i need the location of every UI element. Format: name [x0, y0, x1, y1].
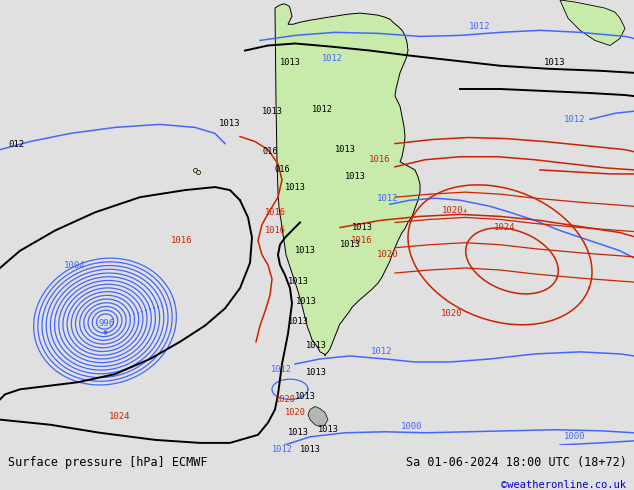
Text: 1020₄: 1020₄	[441, 206, 469, 215]
Text: 1013: 1013	[544, 58, 566, 67]
Text: 1013: 1013	[339, 240, 361, 249]
Text: 1013: 1013	[295, 297, 316, 306]
Text: 1013: 1013	[351, 223, 373, 232]
Text: 1013: 1013	[306, 342, 327, 350]
Text: 1013: 1013	[306, 368, 327, 377]
Text: 1012: 1012	[469, 22, 491, 31]
Text: 1012: 1012	[321, 54, 342, 63]
Text: 1024: 1024	[109, 412, 131, 421]
Text: 1012: 1012	[271, 365, 292, 373]
Text: 016: 016	[274, 166, 290, 174]
Text: 1013: 1013	[280, 58, 301, 67]
Text: 1000: 1000	[401, 422, 423, 431]
Text: Sa 01-06-2024 18:00 UTC (18+72): Sa 01-06-2024 18:00 UTC (18+72)	[406, 456, 626, 468]
Text: 1012: 1012	[377, 194, 399, 203]
Text: 1013: 1013	[287, 428, 309, 437]
Text: 996: 996	[99, 319, 115, 328]
Text: 1012: 1012	[564, 115, 586, 124]
Text: 1012: 1012	[372, 347, 392, 356]
Text: 1013: 1013	[335, 145, 356, 154]
Polygon shape	[560, 0, 625, 46]
Polygon shape	[308, 407, 328, 427]
Text: 1012: 1012	[311, 105, 332, 114]
Text: 1013: 1013	[285, 183, 306, 192]
Text: 1016: 1016	[369, 155, 391, 164]
Text: 1024: 1024	[495, 223, 515, 232]
Text: 1013: 1013	[261, 107, 283, 116]
Text: 1016: 1016	[264, 226, 285, 235]
Text: 1013: 1013	[318, 425, 339, 434]
Text: 1020: 1020	[275, 395, 295, 404]
Text: 1020: 1020	[285, 408, 306, 417]
Text: 1000: 1000	[564, 432, 586, 441]
Text: 1004: 1004	[64, 262, 86, 270]
Text: 016: 016	[262, 147, 278, 156]
Text: 1013: 1013	[219, 119, 241, 128]
Text: 1013: 1013	[344, 172, 365, 181]
Polygon shape	[275, 4, 420, 356]
Text: 1013: 1013	[299, 445, 321, 455]
Text: Surface pressure [hPa] ECMWF: Surface pressure [hPa] ECMWF	[8, 456, 207, 468]
Text: ©weatheronline.co.uk: ©weatheronline.co.uk	[501, 480, 626, 490]
Text: 1013: 1013	[295, 246, 316, 255]
Text: 1013: 1013	[287, 317, 309, 326]
Text: 1013: 1013	[287, 277, 309, 286]
Text: 1012: 1012	[271, 445, 292, 455]
Text: 1016: 1016	[171, 236, 193, 245]
Text: 1016: 1016	[264, 208, 285, 217]
Text: 1016: 1016	[351, 236, 373, 245]
Text: 1020: 1020	[377, 250, 399, 259]
Text: 1013: 1013	[295, 392, 316, 401]
Text: 012: 012	[8, 140, 24, 149]
Text: 1020: 1020	[441, 309, 463, 318]
